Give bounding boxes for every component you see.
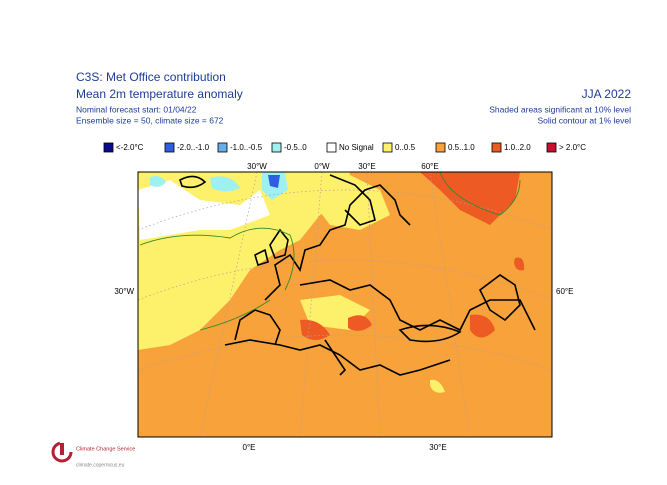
legend-label: 0..0.5 xyxy=(395,143,416,152)
legend-label: -0.5..0 xyxy=(284,143,307,152)
legend-swatch xyxy=(435,142,446,153)
legend-label: -2.0..-1.0 xyxy=(177,143,210,152)
logo-url: climate.copernicus.eu xyxy=(76,462,125,468)
note-contour: Solid contour at 1% level xyxy=(537,115,631,125)
legend-swatch xyxy=(271,142,282,153)
legend-swatch xyxy=(217,142,228,153)
logo-name: Climate Change Service xyxy=(76,446,135,452)
legend-label: > 2.0°C xyxy=(559,143,586,152)
title: C3S: Met Office contribution xyxy=(76,70,226,84)
forecast-start: Nominal forecast start: 01/04/22 xyxy=(76,104,197,114)
legend-swatch xyxy=(546,142,557,153)
lon-label: 0°E xyxy=(243,443,256,452)
note-shading: Shaded areas significant at 10% level xyxy=(489,104,631,114)
logo: Climate Change Service climate.copernicu… xyxy=(51,441,135,468)
legend-swatch xyxy=(326,142,337,153)
lon-label: 30°E xyxy=(429,443,446,452)
lon-label: 60°E xyxy=(421,162,438,171)
legend-swatch xyxy=(103,142,114,153)
legend-swatch xyxy=(382,142,393,153)
legend-swatch xyxy=(164,142,175,153)
map xyxy=(137,171,553,438)
legend-swatch xyxy=(491,142,502,153)
legend-label: <-2.0°C xyxy=(116,143,144,152)
ensemble: Ensemble size = 50, climate size = 672 xyxy=(76,115,224,125)
lon-label: 30°E xyxy=(358,162,375,171)
legend-label: No Signal xyxy=(339,143,374,152)
legend-label: 1.0..2.0 xyxy=(504,143,531,152)
lon-label: 30°W xyxy=(114,287,134,296)
legend-label: -1.0..-0.5 xyxy=(230,143,263,152)
legend-label: 0.5..1.0 xyxy=(448,143,475,152)
season: JJA 2022 xyxy=(582,87,632,101)
lon-label: 60°E xyxy=(556,287,573,296)
lon-label: 0°W xyxy=(314,162,330,171)
lon-label: 30°W xyxy=(247,162,267,171)
subtitle: Mean 2m temperature anomaly xyxy=(76,87,243,101)
legend: <-2.0°C -2.0..-1.0 -1.0..-0.5 -0.5..0 No Sig… xyxy=(103,142,586,153)
